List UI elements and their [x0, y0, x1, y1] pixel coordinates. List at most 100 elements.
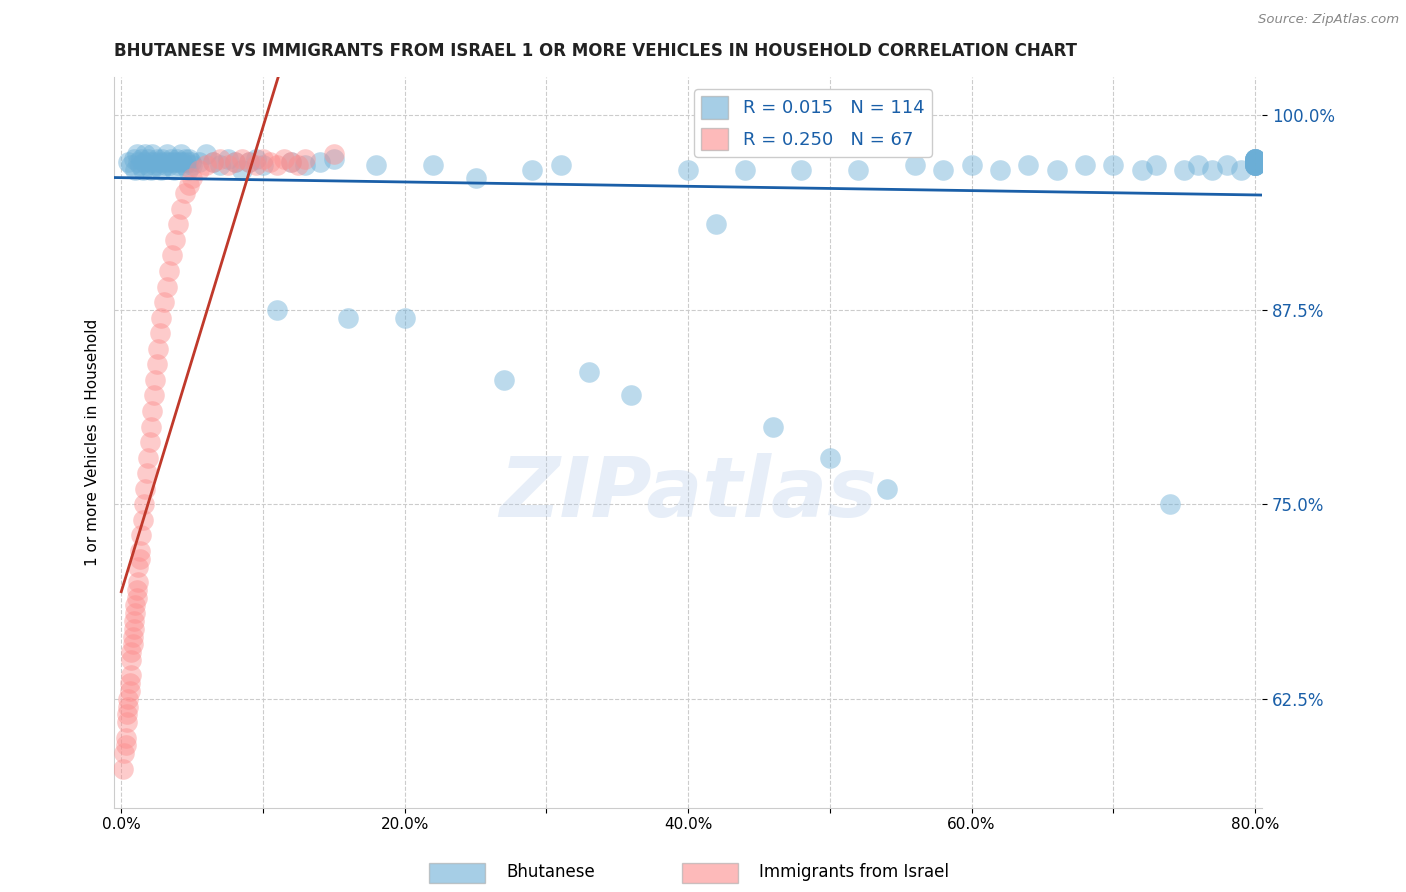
Point [169, 155, 191, 169]
Point [238, 155, 260, 169]
Point [1201, 162, 1223, 177]
Point [1244, 152, 1267, 166]
Point [129, 528, 152, 542]
Point [1074, 158, 1097, 172]
Point [177, 162, 200, 177]
Point [904, 158, 927, 172]
Point [170, 147, 193, 161]
Point [148, 326, 170, 341]
Point [172, 155, 194, 169]
Point [1045, 162, 1067, 177]
Point [932, 162, 955, 177]
Point [148, 155, 170, 169]
Point [134, 482, 156, 496]
Point [202, 155, 225, 169]
Point [1229, 162, 1251, 177]
Point [231, 162, 253, 177]
Point [181, 170, 204, 185]
Point [337, 310, 360, 325]
Point [224, 155, 246, 169]
Point [125, 591, 148, 605]
Point [139, 162, 162, 177]
Point [280, 155, 302, 169]
Text: Bhutanese: Bhutanese [506, 863, 595, 881]
Point [1102, 158, 1125, 172]
Point [620, 388, 643, 402]
Point [121, 630, 143, 644]
Point [173, 158, 195, 172]
Point [131, 513, 153, 527]
Point [156, 147, 179, 161]
Point [1244, 155, 1267, 169]
Point [117, 691, 139, 706]
Point [122, 152, 145, 166]
Point [118, 676, 141, 690]
Point [118, 684, 141, 698]
Point [170, 202, 193, 216]
Point [188, 155, 211, 169]
Point [174, 186, 197, 201]
Point [120, 645, 142, 659]
Point [259, 155, 281, 169]
Point [115, 707, 138, 722]
Point [159, 264, 181, 278]
Point [322, 152, 344, 166]
Point [152, 155, 174, 169]
Point [122, 614, 145, 628]
Point [1244, 152, 1267, 166]
Point [1187, 158, 1209, 172]
Point [179, 178, 201, 193]
Point [394, 310, 416, 325]
Point [114, 731, 136, 745]
Point [266, 302, 288, 317]
Point [238, 155, 260, 169]
Point [273, 152, 295, 166]
Point [280, 155, 302, 169]
Point [578, 365, 600, 379]
Point [294, 158, 316, 172]
Point [1244, 158, 1267, 172]
Point [149, 162, 172, 177]
Text: Source: ZipAtlas.com: Source: ZipAtlas.com [1258, 13, 1399, 27]
Point [209, 158, 232, 172]
Point [134, 147, 156, 161]
Point [1159, 497, 1181, 511]
Point [132, 155, 155, 169]
Point [145, 152, 167, 166]
Point [124, 599, 146, 613]
Point [322, 147, 344, 161]
Point [224, 155, 246, 169]
Point [136, 152, 159, 166]
Point [762, 419, 785, 434]
Point [165, 155, 187, 169]
Point [135, 467, 157, 481]
Y-axis label: 1 or more Vehicles in Household: 1 or more Vehicles in Household [86, 318, 100, 566]
Point [162, 155, 184, 169]
Point [125, 582, 148, 597]
Point [1244, 158, 1267, 172]
Point [162, 248, 184, 262]
Point [157, 155, 180, 169]
Point [165, 233, 187, 247]
Point [1244, 152, 1267, 166]
Point [128, 551, 150, 566]
Point [217, 152, 239, 166]
Point [1130, 162, 1153, 177]
Text: BHUTANESE VS IMMIGRANTS FROM ISRAEL 1 OR MORE VEHICLES IN HOUSEHOLD CORRELATION : BHUTANESE VS IMMIGRANTS FROM ISRAEL 1 OR… [114, 42, 1077, 60]
Point [492, 373, 515, 387]
Point [179, 152, 201, 166]
Point [127, 559, 149, 574]
Point [145, 357, 167, 371]
Point [117, 699, 139, 714]
Point [132, 497, 155, 511]
Point [127, 575, 149, 590]
Point [160, 152, 183, 166]
Point [308, 155, 330, 169]
Point [111, 762, 134, 776]
Point [1017, 158, 1039, 172]
Point [142, 388, 165, 402]
Text: Immigrants from Israel: Immigrants from Israel [759, 863, 949, 881]
Point [1215, 158, 1237, 172]
Point [127, 155, 149, 169]
Point [122, 622, 145, 636]
